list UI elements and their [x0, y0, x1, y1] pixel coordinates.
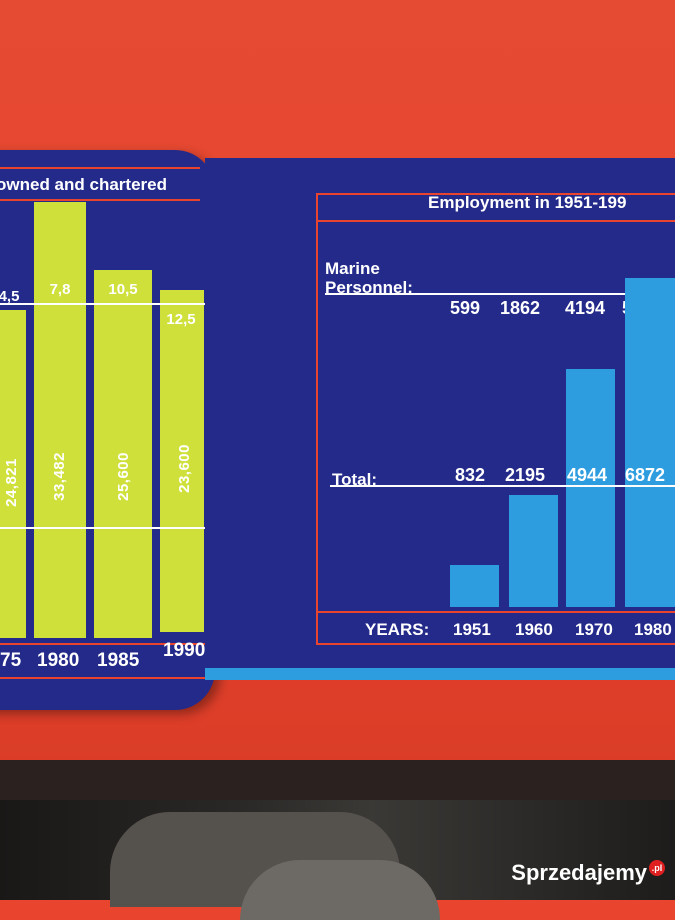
left-year-label: 1985	[97, 650, 140, 671]
left-bar-1985	[94, 270, 152, 638]
marine-label-line1: Marine	[325, 259, 380, 278]
left-year-label: 75	[0, 650, 22, 671]
year-label: 1960	[515, 620, 553, 639]
employment-bar-1980	[625, 278, 675, 607]
total-value: 2195	[505, 465, 546, 485]
marine-value: 4194	[565, 298, 606, 318]
left-bar-1990	[160, 290, 204, 632]
left-axis-rule-bottom	[0, 677, 205, 679]
total-value: 6872	[625, 465, 666, 485]
years-rule	[316, 611, 675, 613]
chart-frame	[316, 193, 675, 645]
left-year-label: 1980	[37, 650, 80, 671]
employment-bar-1970	[566, 369, 615, 607]
left-bar-vertical-label: 23,600	[176, 444, 193, 493]
left-title-rule-bottom	[0, 199, 200, 201]
left-axis-rule-top	[0, 643, 205, 645]
total-rule	[330, 485, 675, 487]
left-bar-1980	[34, 202, 86, 638]
left-bar-1975	[0, 310, 26, 638]
watermark-text: Sprzedajemy	[511, 860, 647, 885]
year-label: 1970	[575, 620, 613, 639]
title-rule	[316, 220, 675, 222]
left-title-rule-top	[0, 167, 200, 169]
right-page-underlayer	[205, 668, 675, 680]
marine-label-line2: Personnel:	[325, 278, 413, 297]
left-bar-vertical-label: 25,600	[115, 452, 132, 501]
left-bar-top-label: 10,5	[108, 281, 138, 298]
total-label: Total:	[332, 470, 378, 489]
year-label: 1951	[453, 620, 491, 639]
left-bar-top-label: 4,5	[0, 288, 20, 305]
left-bar-vertical-label: 24,821	[3, 458, 20, 507]
left-bar-top-label: 7,8	[49, 281, 71, 298]
years-axis-label: YEARS:	[365, 620, 430, 639]
desk-edge	[0, 760, 675, 805]
employment-chart-title: Employment in 1951-199	[428, 193, 627, 212]
employment-bar-1951	[450, 565, 499, 607]
employment-bar-1960	[509, 495, 558, 607]
marine-value: 599	[450, 298, 481, 318]
left-year-label: 1990	[163, 640, 206, 661]
fabric-object-light	[240, 860, 440, 920]
total-value: 832	[455, 465, 486, 485]
watermark-suffix: .pl	[649, 860, 665, 876]
left-upper-rule	[0, 303, 205, 305]
left-lower-rule	[0, 527, 205, 529]
left-bar-vertical-label: 33,482	[51, 452, 68, 501]
marine-value: 1862	[500, 298, 541, 318]
marine-rule	[325, 293, 675, 295]
left-bar-top-label: 12,5	[166, 311, 196, 328]
watermark-logo: Sprzedajemy .pl	[511, 860, 665, 886]
left-chart-title: owned and chartered	[0, 175, 167, 194]
total-value: 4944	[567, 465, 608, 485]
year-label: 1980	[634, 620, 672, 639]
